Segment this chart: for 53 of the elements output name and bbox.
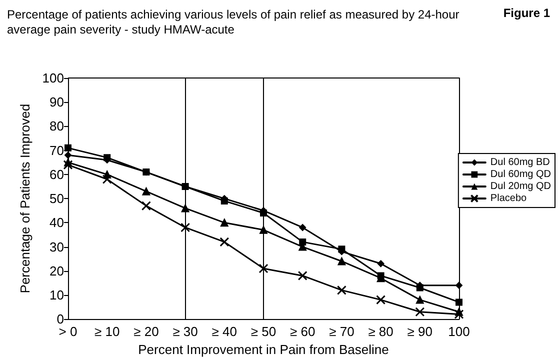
legend-label: Dul 60mg QD	[490, 169, 551, 180]
legend-label: Dul 60mg BD	[490, 157, 550, 168]
y-tick-label: 0	[56, 312, 64, 327]
point	[416, 296, 424, 304]
y-tick-label: 100	[42, 70, 64, 86]
y-tick-label: 80	[50, 118, 64, 134]
chart-title: Percentage of patients achieving various levels of pain relief as measured by 24-hour average pain severity - study HMAW-acute	[7, 8, 460, 36]
point	[336, 285, 346, 295]
point	[338, 246, 346, 253]
point	[104, 154, 111, 162]
point	[338, 257, 346, 266]
x-tick-label: ≥ 70	[329, 324, 354, 340]
point	[258, 264, 268, 274]
caption: Figure 1	[503, 6, 550, 20]
x-tick-label: ≥ 60	[290, 324, 316, 340]
x-tick-label: > 0	[58, 324, 78, 340]
x-axis-title: Percent Improvement in Pain from Baseline	[138, 342, 389, 357]
y-tick-label: 30	[50, 239, 64, 254]
y-tick-label: 60	[50, 166, 64, 182]
y-tick-label: 10	[50, 287, 64, 302]
y-tick-label: 70	[50, 142, 64, 158]
point	[415, 307, 425, 317]
legend-label: Dul 20mg QD	[490, 181, 551, 192]
y-tick-label: 90	[50, 94, 64, 110]
point	[456, 298, 462, 306]
point	[456, 282, 462, 289]
x-tick-label: ≥ 80	[368, 324, 394, 340]
point	[63, 160, 73, 170]
point	[142, 187, 150, 196]
point	[220, 237, 230, 247]
point	[416, 284, 424, 292]
x-tick-label: ≥ 10	[94, 324, 120, 340]
point	[377, 260, 384, 268]
x-tick-label: ≥ 20	[134, 324, 159, 340]
point	[180, 222, 190, 232]
x-tick-label: ≥ 30	[172, 324, 198, 340]
legend-label: Placebo	[490, 193, 527, 204]
x-tick-label: 100	[448, 324, 470, 340]
point	[141, 201, 151, 211]
y-tick-label: 20	[50, 263, 64, 278]
y-tick-label: 40	[50, 215, 64, 230]
point	[454, 310, 464, 320]
point	[298, 270, 308, 280]
x-tick-label: ≥ 40	[212, 324, 238, 340]
point	[102, 174, 112, 184]
point	[299, 224, 306, 231]
point	[376, 295, 386, 305]
y-axis-title: Percentage of Patients Improved	[17, 104, 32, 294]
point	[220, 197, 228, 204]
x-tick-label: ≥ 90	[407, 324, 433, 340]
x-tick-label: ≥ 50	[250, 324, 276, 340]
point	[220, 218, 228, 227]
y-tick-label: 50	[50, 191, 64, 206]
